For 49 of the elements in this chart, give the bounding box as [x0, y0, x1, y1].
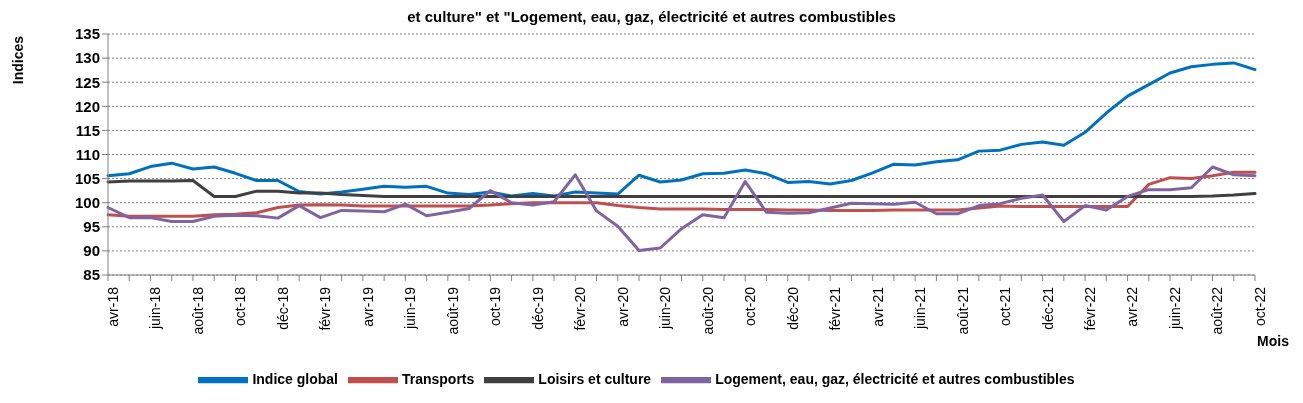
y-tick-label: 125: [74, 73, 100, 91]
x-tick-label: avr-22: [1124, 286, 1141, 327]
y-tick-label: 100: [74, 194, 100, 212]
y-tick-label: 115: [75, 121, 100, 139]
x-tick-label: août-18: [189, 286, 206, 335]
y-tick-label: 130: [74, 49, 100, 67]
x-tick-label: avr-19: [359, 286, 376, 327]
chart-title: et culture" et "Logement, eau, gaz, électricité et autres combustibles: [406, 8, 897, 25]
y-tick-label: 110: [75, 145, 100, 163]
y-tick-label: 95: [83, 218, 100, 236]
y-tick-label: 90: [83, 242, 100, 260]
y-axis-title: Indices: [10, 35, 26, 85]
x-tick-label: août-19: [444, 286, 461, 335]
y-tick-label: 105: [74, 169, 100, 187]
x-tick-label: août-21: [954, 286, 971, 335]
x-tick-label: déc-20: [784, 286, 801, 330]
legend-label: Logement, eau, gaz, électricité et autres combustibles: [715, 371, 1075, 388]
x-tick-label: déc-19: [529, 286, 546, 330]
line-series: [106, 61, 1257, 198]
x-tick-label: juin-21: [912, 286, 929, 331]
x-tick-label: oct-18: [232, 286, 249, 326]
x-tick-label: févr-22: [1082, 286, 1099, 331]
y-tick-label: 85: [83, 266, 100, 284]
x-tick-label: févr-21: [827, 286, 844, 331]
x-axis-title: Mois: [1257, 333, 1289, 349]
x-tick-label: déc-21: [1039, 286, 1056, 330]
x-tick-label: oct-22: [1251, 286, 1268, 326]
x-tick-label: févr-20: [572, 286, 589, 331]
x-tick-label: juin-18: [147, 286, 164, 331]
x-tick-label: avr-20: [614, 286, 631, 327]
legend-label: Transports: [401, 371, 475, 388]
x-tick-label: juin-22: [1166, 286, 1183, 331]
y-tick-label: 135: [74, 25, 100, 43]
x-tick-label: avr-18: [104, 286, 121, 327]
x-tick-label: août-22: [1209, 286, 1226, 335]
line-series: [106, 165, 1257, 252]
legend-label: Loisirs et culture: [538, 371, 652, 388]
x-tick-label: juin-19: [402, 286, 419, 331]
x-tick-label: août-20: [699, 286, 716, 335]
x-tick-label: déc-18: [274, 286, 291, 330]
line-series: [106, 179, 1257, 198]
x-tick-label: oct-20: [742, 286, 759, 326]
legend-label: Indice global: [252, 371, 338, 388]
x-tick-label: févr-19: [317, 286, 334, 331]
x-tick-label: juin-20: [657, 286, 674, 331]
x-tick-label: avr-21: [869, 286, 886, 327]
x-tick-label: oct-21: [997, 286, 1014, 326]
x-tick-label: oct-19: [487, 286, 504, 326]
y-tick-label: 120: [74, 97, 100, 115]
